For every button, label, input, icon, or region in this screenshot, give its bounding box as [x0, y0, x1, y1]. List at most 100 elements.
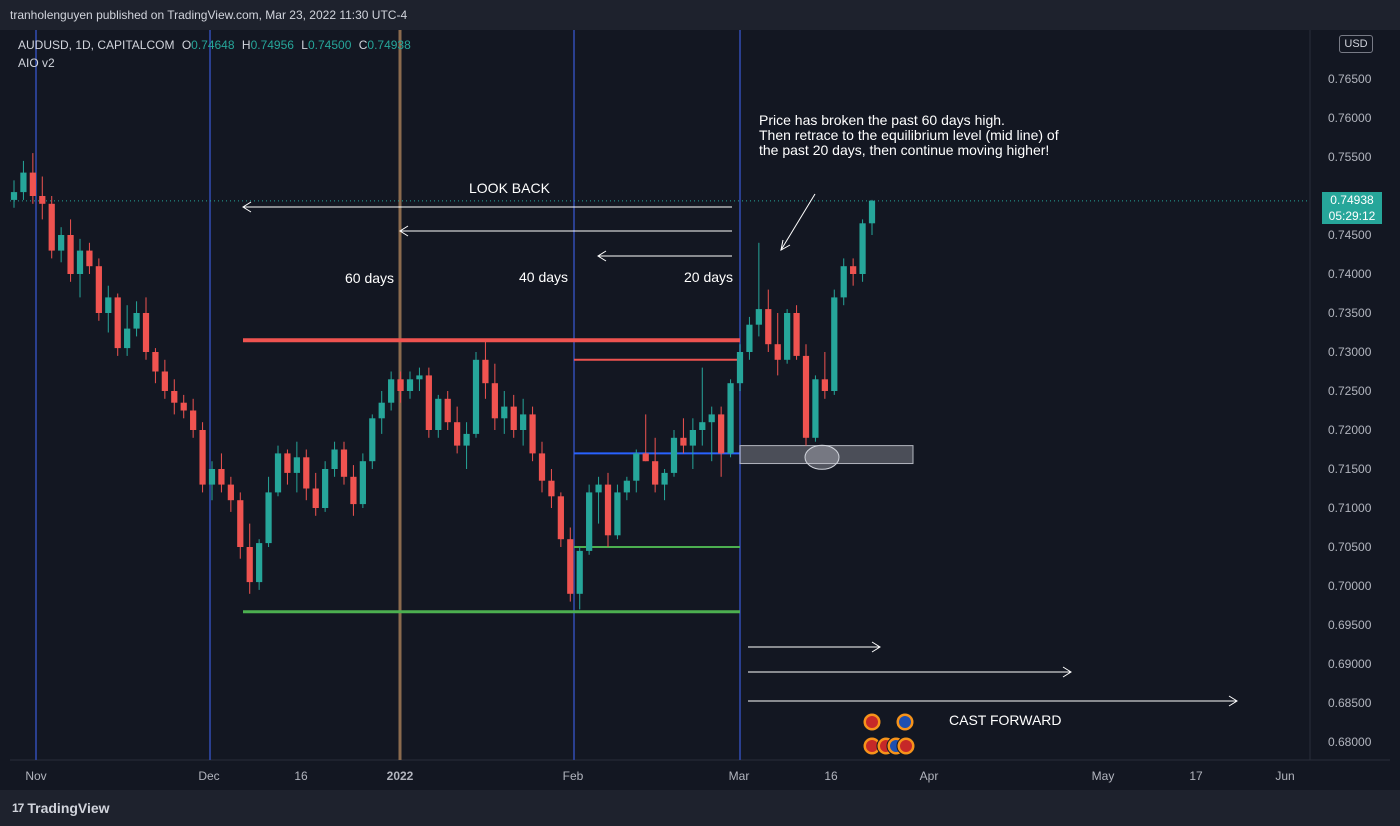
- candle-body: [284, 453, 291, 473]
- close-value: 0.74938: [367, 38, 411, 52]
- candle-body: [491, 383, 498, 419]
- candle-body: [67, 235, 74, 274]
- look-back-label: LOOK BACK: [469, 180, 550, 196]
- candle-body: [557, 496, 564, 540]
- candle-body: [435, 398, 442, 430]
- price-tick-label: 0.70000: [1328, 579, 1372, 593]
- tradingview-logo[interactable]: 17 TradingView: [12, 800, 110, 816]
- candle-body: [708, 414, 715, 423]
- note-line-1: Price has broken the past 60 days high.: [759, 112, 1005, 128]
- symbol-label[interactable]: AUDUSD, 1D, CAPITALCOM: [18, 38, 175, 52]
- candle-body: [114, 297, 121, 349]
- candle-body: [218, 469, 225, 485]
- candle-body: [699, 422, 706, 430]
- candle-body: [133, 313, 140, 329]
- price-tick-label: 0.69500: [1328, 618, 1372, 632]
- candle-body: [274, 453, 282, 493]
- candle-body: [265, 492, 272, 544]
- candle-body: [765, 309, 772, 345]
- sixty-days-label: 60 days: [345, 270, 395, 286]
- candle-body: [227, 484, 234, 501]
- price-tick-label: 0.69000: [1328, 657, 1372, 671]
- candle-body: [548, 480, 555, 497]
- candle-body: [472, 359, 480, 434]
- candle-body: [586, 492, 593, 551]
- candle-body: [642, 453, 649, 462]
- high-label: H: [241, 38, 251, 52]
- retest-highlight-ellipse: [804, 444, 840, 470]
- candle-body: [293, 457, 300, 473]
- time-tick-label: 2022: [387, 769, 414, 783]
- lookback-60-arrow-head: [242, 201, 252, 213]
- price-tick-label: 0.72500: [1328, 384, 1372, 398]
- candle-body: [416, 375, 423, 380]
- candle-body: [340, 449, 348, 477]
- flag-inner: [866, 716, 878, 728]
- candle-body: [821, 379, 828, 391]
- analysis-note: Price has broken the past 60 days high. T…: [759, 113, 1059, 158]
- brand-name: TradingView: [27, 800, 110, 816]
- candlestick-chart[interactable]: 0.76500 0.76000 0.75500 0.74500 0.74000 0.735…: [10, 30, 1390, 790]
- candle-body: [180, 402, 187, 411]
- candle-body: [510, 406, 517, 430]
- candle-body: [190, 410, 197, 430]
- candle-body: [840, 266, 847, 298]
- candle-body: [529, 414, 536, 454]
- currency-button[interactable]: USD: [1339, 35, 1373, 53]
- candle-body: [463, 433, 470, 446]
- price-tick-label: 0.68000: [1328, 735, 1372, 749]
- candle-body: [661, 472, 668, 485]
- time-tick-label: Mar: [729, 769, 750, 783]
- castforward-40-arrow-head: [1062, 666, 1072, 678]
- candle-body: [444, 398, 451, 423]
- time-tick-label: Apr: [920, 769, 939, 783]
- candle-body: [604, 484, 612, 536]
- indicator-label[interactable]: AIO v2: [18, 56, 55, 70]
- price-tick-label: 0.76000: [1328, 111, 1372, 125]
- time-tick-label: Dec: [198, 769, 219, 783]
- candle-body: [350, 476, 357, 505]
- breakout-pointer-arrow-head: [780, 239, 791, 251]
- candle-body: [388, 379, 395, 403]
- high-value: 0.74956: [250, 38, 294, 52]
- candle-body: [397, 379, 404, 391]
- price-tick-label: 0.72000: [1328, 423, 1372, 437]
- candle-body: [774, 344, 781, 360]
- candle-body: [359, 461, 366, 505]
- candle-body: [859, 223, 866, 274]
- candle-body: [406, 379, 414, 391]
- candle-body: [727, 383, 734, 454]
- candle-body: [95, 266, 102, 313]
- candle-body: [86, 250, 93, 267]
- candle-body: [652, 461, 659, 485]
- candle-body: [199, 430, 206, 485]
- candle-body: [48, 203, 55, 251]
- candle-body: [152, 352, 159, 372]
- candle-body: [29, 172, 36, 196]
- candle-body: [567, 539, 574, 594]
- candle-body: [454, 422, 461, 446]
- candle-body: [124, 328, 131, 349]
- low-value: 0.74500: [307, 38, 352, 52]
- candle-body: [58, 235, 65, 251]
- time-tick-label: Jun: [1275, 769, 1294, 783]
- candle-body: [256, 543, 263, 583]
- chart-background: [10, 30, 1390, 790]
- time-tick-label: Nov: [25, 769, 46, 783]
- candle-body: [850, 266, 857, 274]
- time-tick-label: 17: [1189, 769, 1203, 783]
- close-label: C: [358, 38, 368, 52]
- candle-body: [208, 469, 216, 485]
- candle-body: [322, 469, 329, 508]
- forty-days-label: 40 days: [519, 269, 569, 285]
- candle-body: [623, 480, 630, 493]
- legend-ohlc-row: AUDUSD, 1D, CAPITALCOM O0.74648 H0.74956…: [18, 36, 415, 54]
- candle-body: [303, 457, 310, 489]
- time-tick-label: May: [1092, 769, 1115, 783]
- price-tick-label: 0.71000: [1328, 501, 1372, 515]
- candle-body: [39, 196, 46, 204]
- open-label: O: [181, 38, 192, 52]
- candle-body: [633, 453, 640, 481]
- chart-area[interactable]: 0.76500 0.76000 0.75500 0.74500 0.74000 0.735…: [10, 30, 1390, 790]
- twenty-days-label: 20 days: [684, 269, 734, 285]
